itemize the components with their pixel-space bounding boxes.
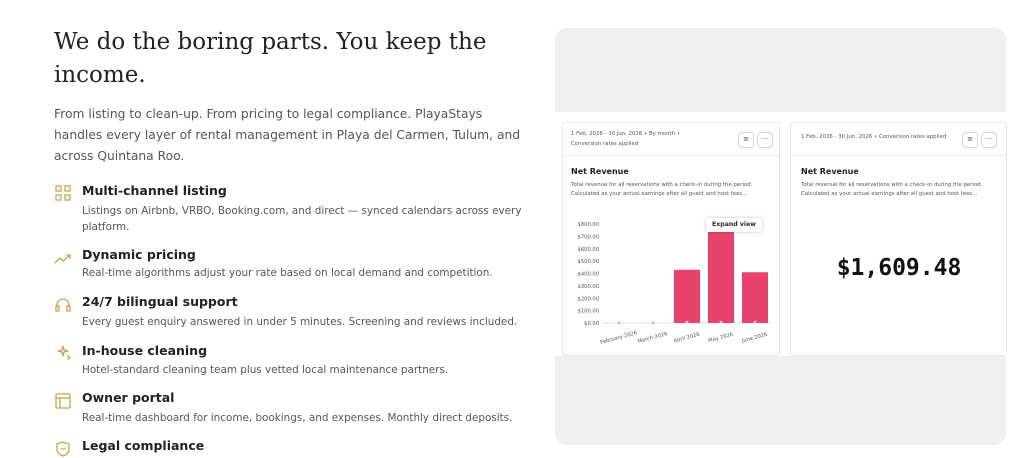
y-tick-label: $700.00	[578, 234, 599, 240]
intro: From listing to clean-up. From pricing t…	[54, 107, 521, 163]
feature-description: Real-time algorithms adjust your rate ba…	[82, 267, 493, 279]
x-tick-label: June 2026	[740, 332, 768, 345]
icon	[57, 345, 72, 361]
feature-title: Dynamic pricing	[82, 247, 196, 262]
bar-point	[685, 320, 689, 324]
icon	[55, 298, 71, 312]
y-tick-label: $600.00	[578, 247, 599, 253]
divider	[790, 155, 1006, 156]
y-tick-label: $0.00	[584, 321, 599, 327]
feature-description: Every guest enquiry answered in under 5 …	[82, 316, 518, 328]
icon	[55, 393, 71, 409]
y-tick-label: $400.00	[578, 272, 599, 278]
x-tick-label: February 2026	[600, 330, 638, 346]
y-tick-label: $200.00	[578, 296, 599, 302]
feature-title: Multi-channel listing	[82, 183, 227, 198]
y-tick-label: $300.00	[578, 284, 599, 290]
bar-point	[617, 321, 621, 325]
bar	[674, 269, 700, 323]
date-range: 1 Feb, 2026 - 30 Jun, 2026 • Conversion …	[801, 134, 947, 140]
card-description: Total revenue for all reservations with …	[801, 182, 983, 197]
more-button[interactable]: ···	[757, 132, 773, 148]
more-button[interactable]: ···	[981, 132, 997, 148]
icon	[54, 254, 71, 264]
divider	[562, 155, 780, 156]
date-range: 1 Feb, 2026 - 30 Jun, 2026 • By month •	[571, 131, 680, 137]
y-tick-label: $500.00	[578, 259, 599, 265]
bar	[742, 272, 768, 323]
bar	[708, 231, 734, 323]
feature-description: Real-time dashboard for income, bookings…	[82, 412, 513, 424]
bar-point	[651, 321, 655, 325]
bar-point	[719, 320, 723, 324]
feature-description: Hotel-standard cleaning team plus vetted…	[82, 364, 449, 376]
x-tick-label: April 2026	[673, 332, 700, 345]
bar-point	[753, 320, 757, 324]
x-tick-label: May 2026	[708, 332, 734, 344]
card-title: Net Revenue	[571, 167, 629, 176]
card-description: Total revenue for all reservations with …	[571, 182, 753, 197]
feature-title: Owner portal	[82, 390, 175, 405]
card-title: Net Revenue	[801, 167, 859, 176]
title: We do the boring parts. You keep the inc…	[54, 29, 487, 88]
x-tick-label: March 2026	[637, 331, 668, 345]
feature-description: Listings on Airbnb, VRBO, Booking.com, a…	[82, 205, 522, 233]
filter-button[interactable]: ≡	[962, 132, 978, 148]
total-value: $1,609.48	[836, 255, 962, 281]
conversion-note: Conversion rates applied	[571, 141, 639, 147]
y-tick-label: $800.00	[578, 222, 599, 228]
icon	[56, 441, 70, 457]
total-card	[790, 122, 1007, 356]
expand-button[interactable]: Expand view	[706, 218, 762, 232]
bar-chart: $0.00 $100.00 $200.00 $300.00 $400.00 $500.00…	[578, 222, 772, 346]
feature-title: In-house cleaning	[82, 343, 208, 358]
feature-title: Legal compliance	[82, 438, 205, 453]
icon	[55, 185, 71, 201]
filter-button[interactable]: ≡	[738, 132, 754, 148]
feature-title: 24/7 bilingual support	[82, 294, 238, 309]
y-tick-label: $100.00	[578, 309, 599, 315]
